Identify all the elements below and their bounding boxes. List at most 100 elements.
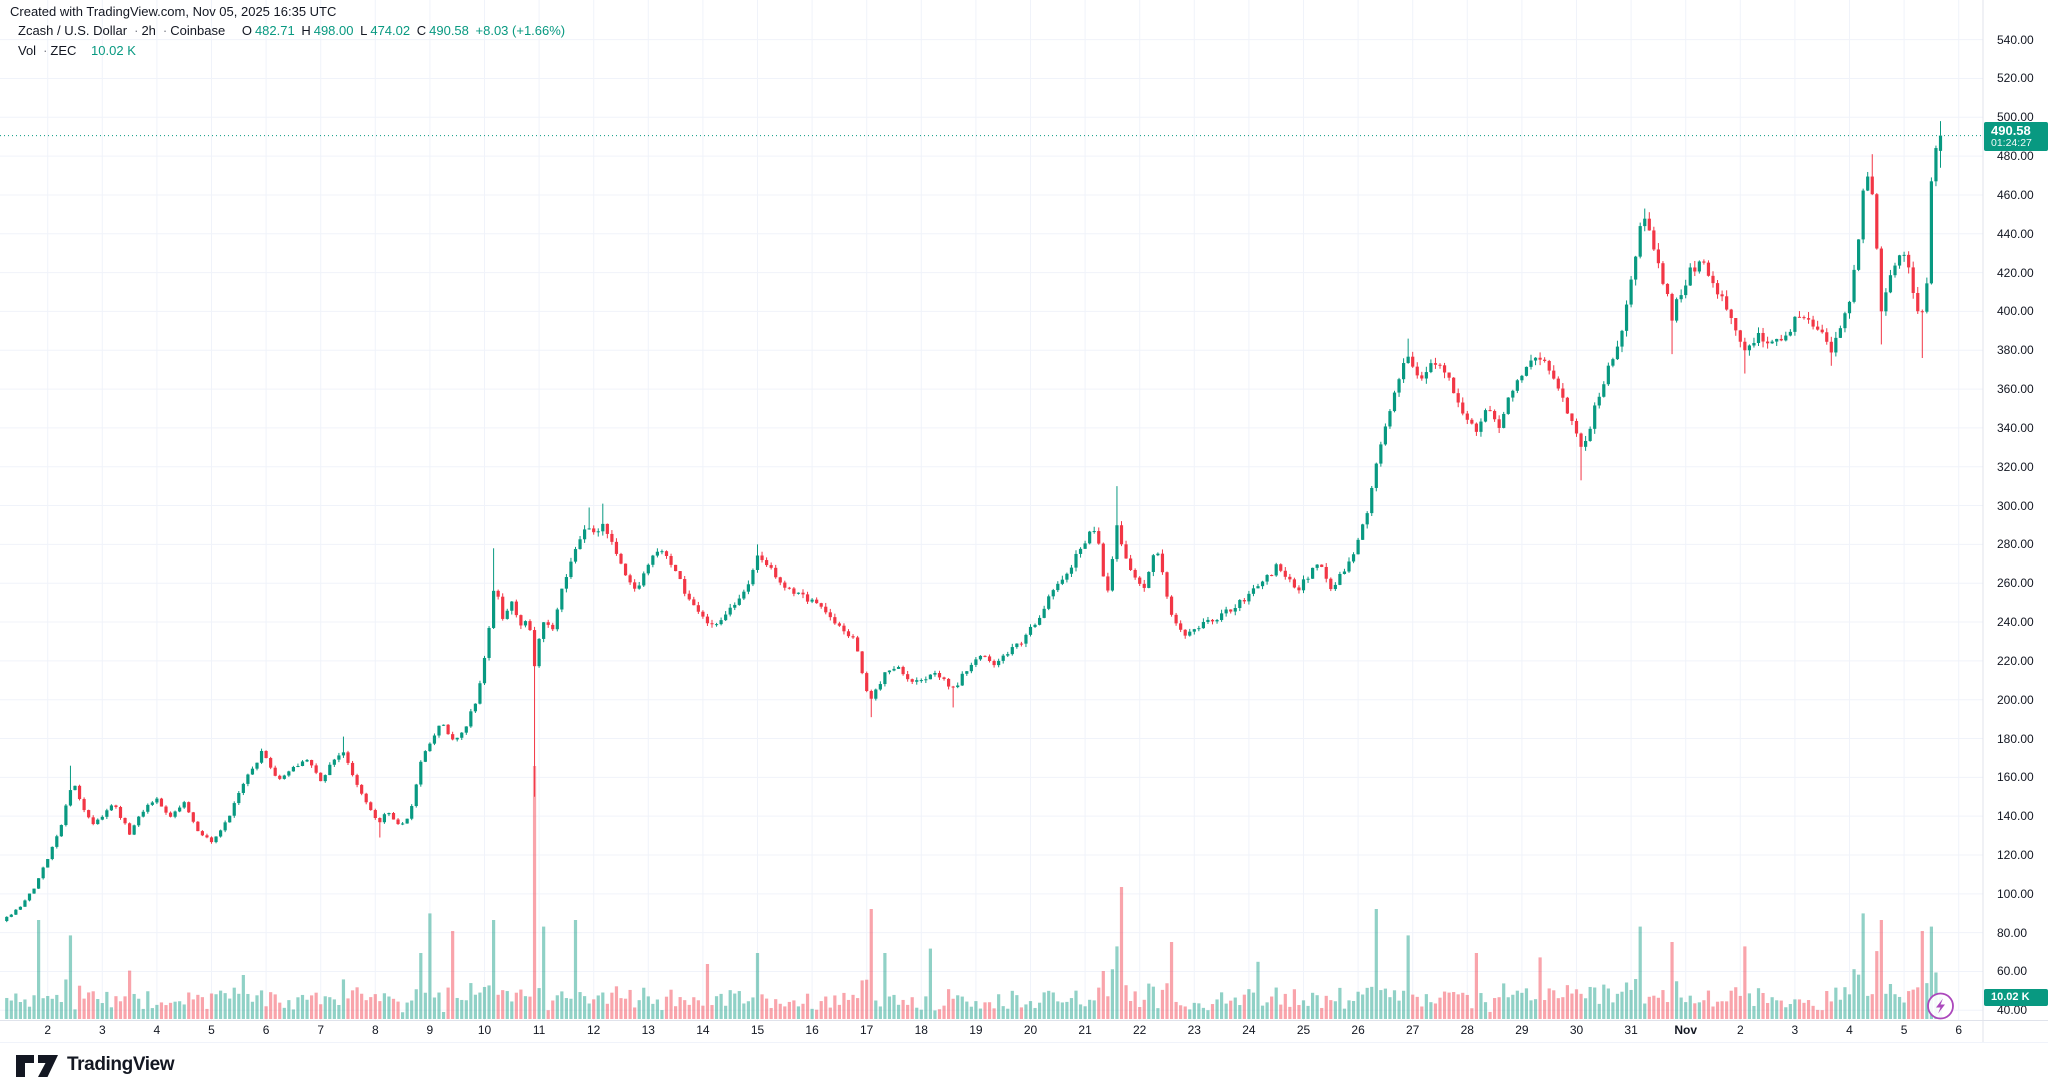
- high-label: H: [301, 23, 311, 38]
- price-axis-label: 420.00: [1997, 265, 2034, 280]
- time-axis-label: 6: [1955, 1023, 1963, 1037]
- low-label: L: [360, 23, 368, 38]
- time-axis-label: 7: [317, 1023, 325, 1037]
- time-axis-label: 18: [914, 1023, 928, 1037]
- time-axis-label: 29: [1515, 1023, 1529, 1037]
- time-axis-label: 6: [262, 1023, 270, 1037]
- low-value: 474.02: [370, 23, 411, 38]
- time-axis-label: 21: [1078, 1023, 1092, 1037]
- time-axis-label: 22: [1133, 1023, 1147, 1037]
- time-axis-label: 3: [1791, 1023, 1799, 1037]
- price-axis-label: 40.00: [1997, 1003, 2028, 1018]
- time-axis-label: 11: [532, 1023, 546, 1037]
- time-axis-label: 3: [98, 1023, 106, 1037]
- separator-dot: ·: [134, 23, 139, 38]
- time-axis-label: 4: [1846, 1023, 1853, 1037]
- high-value: 498.00: [313, 23, 354, 38]
- time-axis-label: 25: [1296, 1023, 1311, 1037]
- time-axis-label: 2: [1736, 1023, 1744, 1037]
- price-axis-label: 500.00: [1997, 110, 2034, 125]
- price-axis-label: 80.00: [1997, 925, 2028, 940]
- attribution-text: Created with TradingView.com, Nov 05, 20…: [10, 4, 337, 19]
- price-axis-label: 200.00: [1997, 692, 2034, 707]
- price-axis-label: 300.00: [1997, 498, 2034, 513]
- open-label: O: [241, 23, 252, 38]
- current-price-value: 490.58: [1991, 123, 2031, 138]
- time-axis-label: 12: [587, 1023, 601, 1037]
- time-axis-label: 14: [696, 1023, 710, 1037]
- change-value: +8.03 (+1.66%): [475, 23, 566, 38]
- open-value: 482.71: [254, 23, 295, 38]
- tradingview-logo[interactable]: TradingView: [14, 1050, 175, 1080]
- bar-countdown-timer: 01:24:27: [1991, 137, 2032, 149]
- separator-dot: ·: [43, 43, 48, 58]
- volume-value: 10.02 K: [91, 43, 136, 58]
- close-label: C: [416, 23, 427, 38]
- time-axis-label: 4: [153, 1023, 161, 1037]
- tradingview-logo-text: TradingView: [67, 1053, 175, 1075]
- time-axis-label: 24: [1242, 1023, 1256, 1037]
- price-axis-label: 520.00: [1997, 71, 2034, 86]
- time-axis-label: 23: [1187, 1023, 1201, 1037]
- price-axis-label: 380.00: [1997, 343, 2034, 358]
- current-volume-value: 10.02 K: [1991, 991, 2030, 1003]
- exchange-label: Coinbase: [170, 23, 226, 38]
- price-axis-label: 180.00: [1997, 731, 2034, 746]
- interval-label: 2h: [141, 23, 156, 38]
- price-axis-label: 400.00: [1997, 304, 2034, 319]
- price-axis-label: 460.00: [1997, 187, 2034, 202]
- time-axis-label: 15: [750, 1023, 765, 1037]
- time-axis-label: 19: [969, 1023, 983, 1037]
- price-axis-label: 480.00: [1997, 149, 2034, 164]
- price-axis-label: 160.00: [1997, 770, 2034, 785]
- price-axis-label: 340.00: [1997, 420, 2034, 435]
- axis-boundary-lines: [0, 0, 2048, 1042]
- price-axis-label: 240.00: [1997, 615, 2034, 630]
- price-axis-label: 60.00: [1997, 964, 2028, 979]
- price-axis-label: 540.00: [1997, 32, 2034, 47]
- symbol-title: Zcash / U.S. Dollar: [18, 23, 128, 38]
- time-axis-label: 26: [1351, 1023, 1365, 1037]
- realtime-lightning-icon[interactable]: [1927, 992, 1954, 1020]
- time-axis-label: 13: [641, 1023, 655, 1037]
- time-axis-label: 9: [426, 1023, 434, 1037]
- time-axis-label: 5: [208, 1023, 215, 1037]
- volume-histogram: [5, 766, 1943, 1019]
- price-axis-label: 440.00: [1997, 226, 2034, 241]
- price-axis-label: 220.00: [1997, 653, 2034, 668]
- time-axis-label: 5: [1900, 1023, 1908, 1037]
- ohlc-values: O 482.71 H 498.00 L 474.02 C 490.58 +8.03 (+…: [242, 23, 568, 38]
- time-axis-label: 16: [805, 1023, 819, 1037]
- time-axis-label: 31: [1624, 1023, 1638, 1037]
- time-axis-label: 8: [371, 1023, 379, 1037]
- volume-symbol: ZEC: [50, 43, 77, 58]
- grid-lines: [0, 0, 1983, 1021]
- time-axis-label: 28: [1460, 1023, 1474, 1037]
- time-axis-label: 10: [477, 1023, 492, 1037]
- price-chart-canvas[interactable]: [0, 0, 2048, 1042]
- time-axis-label: 27: [1406, 1023, 1420, 1037]
- close-value: 490.58: [429, 23, 469, 38]
- legend-volume-row[interactable]: Vol · ZEC 10.02 K: [18, 43, 571, 58]
- separator-dot: ·: [162, 23, 168, 38]
- price-axis-label: 360.00: [1997, 382, 2034, 397]
- candlesticks: [5, 121, 1943, 923]
- chart-legend: Zcash / U.S. Dollar · 2h · Coinbase O 482.71 …: [18, 23, 571, 58]
- footer-bar: TradingView: [0, 1042, 2048, 1085]
- price-axis-label: 320.00: [1997, 459, 2034, 474]
- tradingview-logo-icon: [16, 1054, 58, 1077]
- price-axis-label: 280.00: [1997, 537, 2034, 552]
- price-axis-label: 120.00: [1997, 847, 2034, 862]
- time-axis-label: Nov: [1674, 1023, 1698, 1037]
- price-axis-label: 100.00: [1997, 886, 2034, 901]
- time-axis-label: 30: [1569, 1023, 1584, 1037]
- time-axis-label: 2: [44, 1023, 52, 1037]
- time-axis-label: 20: [1023, 1023, 1038, 1037]
- time-axis-label: 17: [860, 1023, 874, 1037]
- price-axis-label: 260.00: [1997, 576, 2034, 591]
- volume-label: Vol: [18, 43, 37, 58]
- current-volume-badge: 10.02 K: [1984, 989, 2048, 1006]
- current-price-badge: 490.58 01:24:27: [1984, 122, 2048, 151]
- legend-symbol-row[interactable]: Zcash / U.S. Dollar · 2h · Coinbase O 482.71 …: [18, 23, 571, 38]
